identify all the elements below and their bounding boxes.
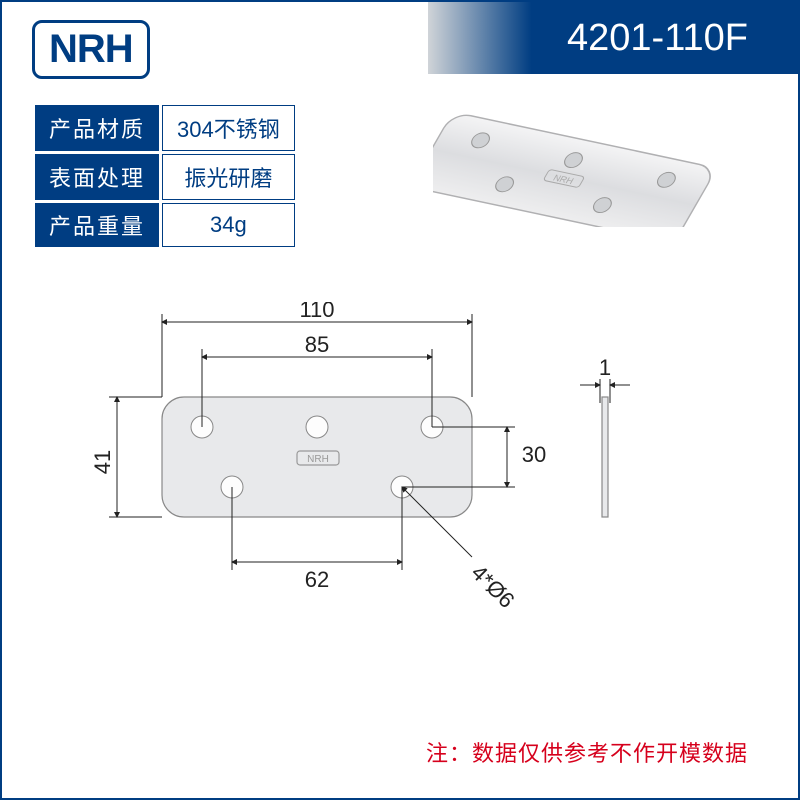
model-number: 4201-110F [567, 17, 748, 60]
technical-drawing: NRH 1 110 85 41 30 62 4*Ø6 [62, 302, 742, 612]
spec-label-material: 产品材质 [35, 105, 159, 151]
footnote-text: 数据仅供参考不作开模数据 [472, 741, 748, 766]
brand-logo: NRH [32, 20, 150, 79]
dim-bottom-pitch: 62 [305, 567, 329, 592]
spec-label-surface: 表面处理 [35, 154, 159, 200]
dim-overall-width: 110 [299, 302, 334, 322]
drawing-logo-text: NRH [307, 454, 329, 465]
dim-overall-height: 41 [90, 450, 115, 474]
table-row: 产品重量 34g [35, 203, 295, 247]
table-row: 表面处理 振光研磨 [35, 154, 295, 200]
dim-row-pitch: 30 [522, 442, 546, 467]
spec-table: 产品材质 304不锈钢 表面处理 振光研磨 产品重量 34g [32, 102, 298, 250]
product-render: NRH [433, 97, 743, 227]
dim-thickness: 1 [599, 355, 611, 380]
spec-label-weight: 产品重量 [35, 203, 159, 247]
spec-value-material: 304不锈钢 [162, 105, 295, 151]
footnote: 注：数据仅供参考不作开模数据 [426, 736, 748, 768]
spec-value-surface: 振光研磨 [162, 154, 295, 200]
table-row: 产品材质 304不锈钢 [35, 105, 295, 151]
spec-value-weight: 34g [162, 203, 295, 247]
dim-hole-callout: 4*Ø6 [466, 560, 519, 612]
dim-top-pitch: 85 [305, 332, 329, 357]
model-number-banner: 4201-110F [428, 2, 798, 74]
footnote-label: 注： [426, 741, 472, 766]
